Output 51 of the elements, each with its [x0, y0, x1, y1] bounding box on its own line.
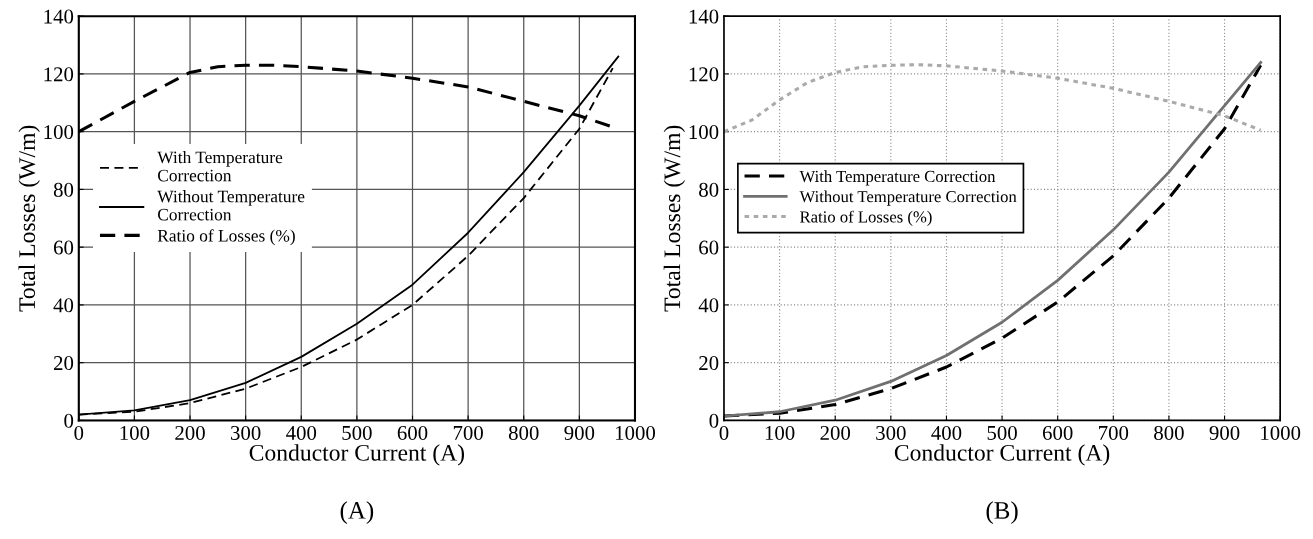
y-tick-label: 80: [53, 182, 74, 197]
x-tick-label: 300: [876, 425, 906, 440]
y-tick-label: 100: [44, 125, 74, 140]
y-tick-label: 140: [44, 9, 74, 24]
x-tick-label: 100: [120, 425, 150, 440]
y-tick-label: 20: [54, 356, 74, 371]
x-tick-label: 600: [397, 425, 428, 440]
y-tick-label: 60: [699, 240, 719, 255]
x-tick-label: 1000: [615, 425, 656, 440]
legend-label: Without Temperature Correction: [157, 190, 305, 221]
y-tick-label: 120: [44, 67, 74, 82]
text: (B): [986, 501, 1018, 524]
x-tick-label: 300: [231, 425, 261, 440]
line-series: [723, 63, 1263, 134]
text: (A): [340, 501, 374, 524]
x-tick-label: 700: [453, 425, 483, 440]
x-tick-label: 400: [286, 425, 317, 440]
x-tick-label: 200: [175, 425, 205, 440]
y-tick-label: 80: [699, 182, 719, 197]
x-tick-label: 0: [74, 425, 84, 440]
legend-label: Without Temperature Correction: [799, 190, 1017, 206]
y-tick-label: 20: [699, 356, 719, 371]
legend-label: With Temperature Correction: [157, 151, 283, 182]
y-tick-label: 140: [689, 9, 719, 24]
x-axis-title: Conductor Current (A): [894, 444, 1110, 466]
x-axis-title: Conductor Current (A): [249, 444, 465, 466]
y-tick-label: 60: [53, 240, 74, 255]
legend-label: Ratio of Losses (%): [157, 229, 295, 246]
x-tick-label: 200: [820, 425, 851, 440]
x-tick-label: 1000: [1261, 425, 1301, 440]
legend-label: With Temperature Correction: [799, 170, 996, 186]
y-tick-label: 40: [698, 298, 719, 313]
y-tick-label: 0: [709, 413, 719, 428]
x-tick-label: 800: [1154, 425, 1184, 440]
x-tick-label: 500: [987, 425, 1017, 440]
y-axis-title: Total Losses (W/m): [663, 125, 686, 312]
x-tick-label: 400: [931, 425, 962, 440]
x-tick-label: 700: [1099, 425, 1129, 440]
x-tick-label: 900: [1209, 425, 1240, 440]
y-tick-label: 0: [64, 413, 74, 428]
x-tick-label: 100: [765, 425, 795, 440]
legend-label: Ratio of Losses (%): [800, 210, 932, 226]
y-tick-label: 100: [689, 125, 719, 140]
y-tick-label: 40: [53, 298, 74, 313]
x-tick-label: 600: [1042, 425, 1073, 440]
x-tick-label: 800: [508, 425, 539, 440]
x-tick-label: 500: [342, 425, 372, 440]
y-tick-label: 120: [689, 67, 719, 82]
y-axis-title: Total Losses (W/m): [18, 125, 40, 312]
x-tick-label: 0: [719, 425, 729, 440]
x-tick-label: 900: [564, 425, 595, 440]
